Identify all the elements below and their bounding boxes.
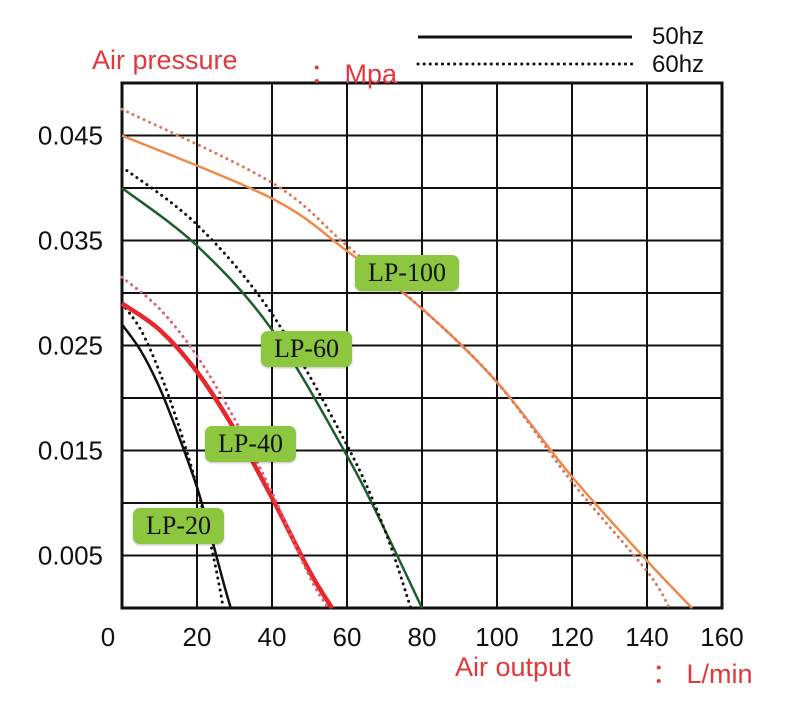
y-tick-label: 0.005: [38, 541, 103, 571]
curve-lp-100-50hz: [121, 134, 693, 609]
legend-label-50hz: 50hz: [652, 23, 705, 50]
curve-lp-40-60hz: [120, 275, 330, 610]
curve-label-lp-100: LP-100: [355, 255, 459, 291]
curve-lp-60-60hz: [120, 165, 413, 610]
y-axis-ticks: 0.045 0.035 0.025 0.015 0.005: [38, 121, 103, 571]
y-axis-unit: ： Mpa: [310, 59, 398, 89]
x-axis-unit: ： L/min: [652, 659, 753, 689]
x-tick-label: 0: [101, 622, 115, 652]
y-tick-label: 0.045: [38, 121, 103, 151]
x-tick-label: 60: [333, 622, 362, 652]
legend: [416, 35, 634, 66]
curve-lp-20-60hz: [120, 302, 225, 610]
x-tick-label: 40: [258, 622, 287, 652]
x-tick-label: 120: [550, 622, 593, 652]
curve-label-lp-20: LP-20: [133, 508, 224, 544]
x-tick-label: 20: [183, 622, 212, 652]
curve-lp-20-50hz: [120, 323, 232, 609]
curve-label-lp-40: LP-40: [205, 426, 296, 462]
legend-label-60hz: 60hz: [652, 51, 705, 78]
x-axis-ticks: 0 20 40 60 80 100 120 140 160: [101, 622, 744, 652]
x-tick-label: 80: [408, 622, 437, 652]
grid: [121, 82, 723, 609]
x-tick-label: 140: [625, 622, 668, 652]
x-axis-title: Air output: [455, 652, 571, 682]
curves: [120, 107, 693, 610]
x-tick-label: 160: [700, 622, 743, 652]
y-tick-label: 0.035: [38, 226, 103, 256]
curve-label-lp-60: LP-60: [261, 331, 352, 367]
y-axis-title: Air pressure: [92, 45, 238, 75]
y-tick-label: 0.015: [38, 436, 103, 466]
y-tick-label: 0.025: [38, 331, 103, 361]
x-tick-label: 100: [475, 622, 518, 652]
